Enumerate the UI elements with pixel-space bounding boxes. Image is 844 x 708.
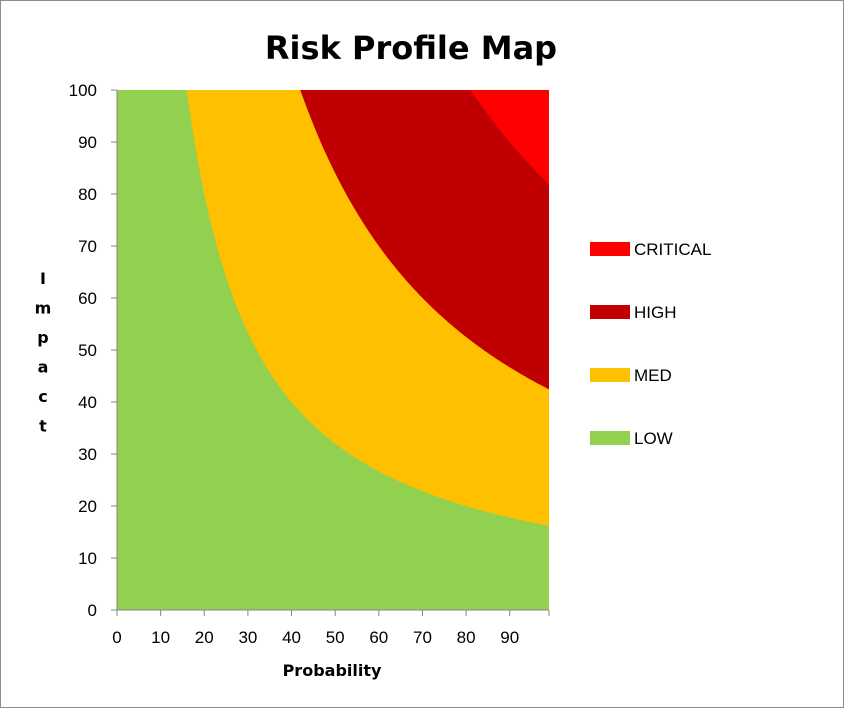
y-tick-label: 50	[78, 341, 97, 360]
x-tick-label: 90	[500, 628, 519, 647]
region-high	[300, 90, 549, 390]
y-axis-title-letter: p	[37, 328, 48, 347]
legend-swatch-critical	[590, 242, 630, 256]
legend: CRITICAL HIGH MED LOW	[590, 240, 711, 448]
y-tick-label: 10	[78, 549, 97, 568]
legend-label-high: HIGH	[634, 303, 677, 322]
axes: 0 10 20 30 40 50 60 70 80 90 100 0 10 20 30 40 50 60 70 80 9…	[69, 81, 550, 647]
y-axis-title-letter: c	[38, 387, 47, 406]
y-tick-label: 40	[78, 393, 97, 412]
legend-swatch-high	[590, 305, 630, 319]
y-tick-label: 100	[69, 81, 97, 100]
y-tick-label: 60	[78, 289, 97, 308]
y-tick-label: 80	[78, 185, 97, 204]
y-tick-label: 0	[88, 601, 97, 620]
x-tick-label: 10	[151, 628, 170, 647]
x-tick-label: 50	[326, 628, 345, 647]
x-tick-label: 0	[112, 628, 121, 647]
legend-swatch-low	[590, 431, 630, 445]
legend-label-med: MED	[634, 366, 672, 385]
y-tick-label: 30	[78, 445, 97, 464]
y-axis-title-letter: t	[39, 417, 47, 436]
x-tick-label: 60	[369, 628, 388, 647]
y-axis-title-letter: I	[40, 269, 46, 288]
legend-swatch-med	[590, 368, 630, 382]
y-tick-label: 90	[78, 133, 97, 152]
y-tick-label: 20	[78, 497, 97, 516]
x-tick-label: 70	[413, 628, 432, 647]
x-axis-title: Probability	[283, 661, 382, 680]
plot-areas	[117, 90, 549, 610]
legend-label-critical: CRITICAL	[634, 240, 711, 259]
y-axis-title-letter: m	[35, 299, 52, 318]
chart-title: Risk Profile Map	[265, 29, 557, 67]
y-axis-title-letter: a	[38, 358, 49, 377]
legend-label-low: LOW	[634, 429, 673, 448]
x-tick-label: 20	[195, 628, 214, 647]
x-tick-label: 30	[238, 628, 257, 647]
x-tick-label: 80	[457, 628, 476, 647]
x-tick-label: 40	[282, 628, 301, 647]
region-critical	[470, 90, 549, 185]
y-tick-label: 70	[78, 237, 97, 256]
